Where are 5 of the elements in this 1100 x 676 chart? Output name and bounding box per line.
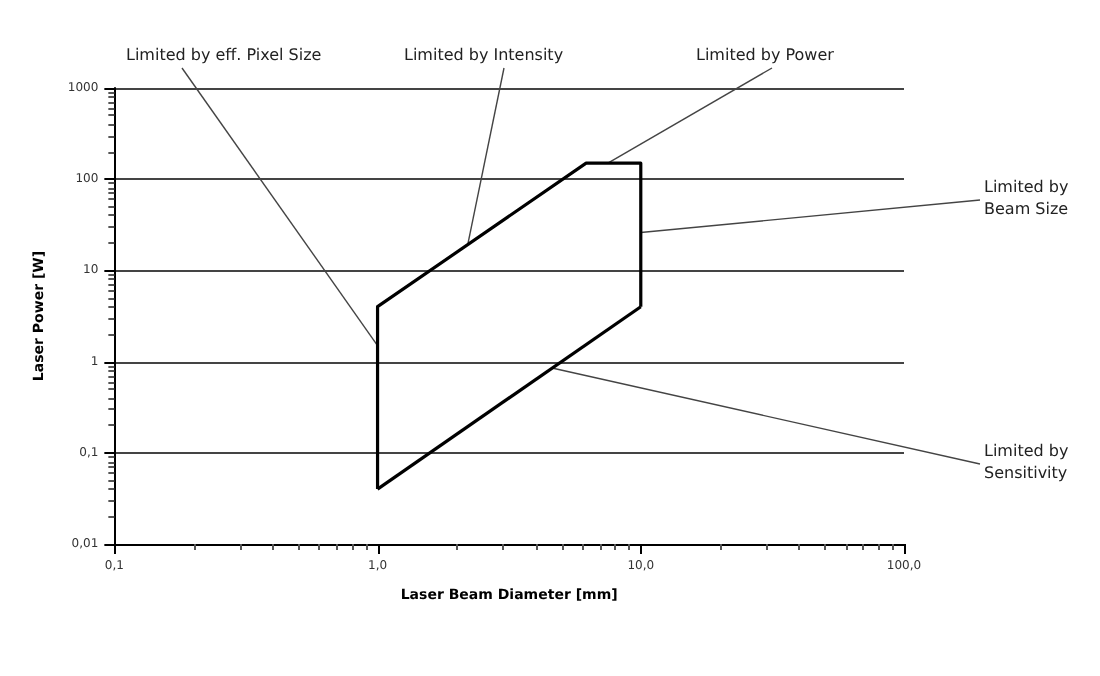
annotation: Limited by Beam Size <box>984 178 1074 218</box>
annotation: Limited by Sensitivity <box>984 442 1074 482</box>
annotation: Limited by Intensity <box>404 46 564 64</box>
annotation: Limited by eff. Pixel Size <box>126 46 322 64</box>
annotation: Limited by Power <box>696 46 836 64</box>
